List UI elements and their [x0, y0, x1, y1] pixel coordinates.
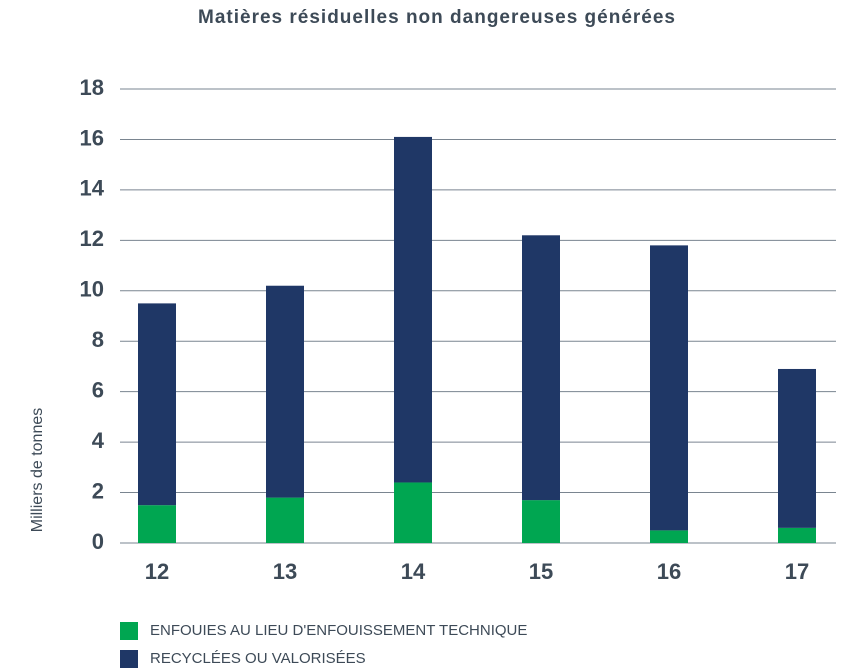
legend-swatch	[120, 622, 138, 640]
x-tick-label: 14	[401, 559, 426, 584]
bar-segment	[650, 245, 688, 531]
bar-segment	[138, 303, 176, 506]
bar-segment	[266, 497, 304, 543]
legend-label: RECYCLÉES OU VALORISÉES	[150, 650, 366, 667]
bar-segment	[778, 368, 816, 528]
chart-title: Matières résiduelles non dangereuses gén…	[198, 7, 676, 28]
y-tick-label: 6	[92, 377, 104, 402]
y-tick-label: 16	[80, 125, 104, 150]
bar-segment	[522, 500, 560, 543]
legend-swatch	[120, 650, 138, 668]
x-tick-label: 13	[273, 559, 297, 584]
y-tick-label: 14	[80, 176, 105, 201]
legend-label: ENFOUIES AU LIEU D'ENFOUISSEMENT TECHNIQ…	[150, 622, 527, 639]
bar-segment	[778, 527, 816, 543]
x-tick-label: 17	[785, 559, 809, 584]
y-tick-label: 18	[80, 75, 104, 100]
x-tick-label: 16	[657, 559, 681, 584]
y-tick-label: 0	[92, 529, 104, 554]
bar-segment	[650, 530, 688, 543]
y-tick-label: 4	[92, 428, 105, 453]
bar-segment	[394, 482, 432, 543]
x-tick-label: 15	[529, 559, 553, 584]
x-tick-label: 12	[145, 559, 169, 584]
y-axis-label: Milliers de tonnes	[29, 408, 46, 533]
y-tick-label: 12	[80, 226, 104, 251]
bar-segment	[138, 505, 176, 543]
y-tick-label: 10	[80, 277, 104, 302]
bar-segment	[394, 136, 432, 483]
y-tick-label: 2	[92, 478, 104, 503]
y-tick-label: 8	[92, 327, 104, 352]
bar-segment	[266, 285, 304, 498]
bar-segment	[522, 235, 560, 501]
